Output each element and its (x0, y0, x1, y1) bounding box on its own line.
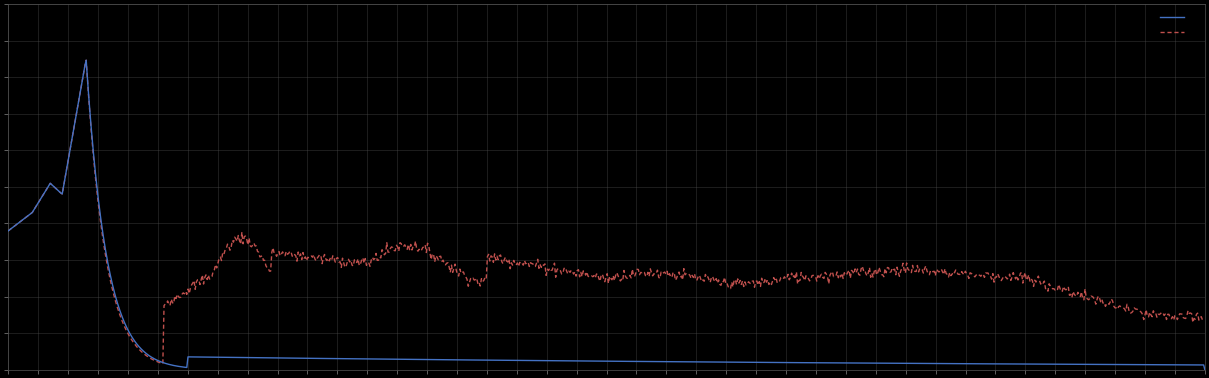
Legend: , : , (1159, 12, 1192, 37)
